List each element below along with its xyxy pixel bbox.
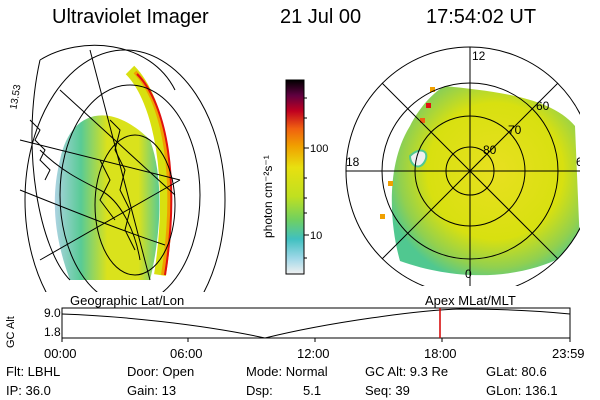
- geographic-image: 13.53: [8, 44, 226, 292]
- altitude-plot: 9.0 1.8 GC Alt: [5, 306, 571, 348]
- left-map-edge-label: 13.53: [8, 83, 23, 110]
- colorbar-unit-label: photon cm⁻²s⁻¹: [261, 155, 275, 238]
- time-label: 17:54:02 UT: [426, 6, 537, 28]
- alt-tick-9: 9.0: [44, 306, 61, 320]
- mlat-label-80: 80: [483, 143, 497, 157]
- info-mode: Mode: Normal: [246, 364, 328, 379]
- mlt-label-0: 0: [465, 267, 472, 281]
- colorbar-tick-10: 10: [310, 230, 322, 242]
- mlt-label-18: 18: [346, 155, 360, 169]
- info-door: Door: Open: [127, 364, 195, 379]
- mlat-label-70: 70: [508, 123, 522, 137]
- mlt-label-6: 6: [576, 155, 580, 169]
- info-glat: GLat: 80.6: [486, 364, 547, 379]
- time-tick-0600: 06:00: [170, 346, 203, 361]
- info-dsp-label: Dsp:: [246, 383, 273, 398]
- info-gc-alt: GC Alt: 9.3 Re: [365, 364, 449, 379]
- info-ip: IP: 36.0: [6, 383, 51, 398]
- alt-tick-1-8: 1.8: [44, 325, 61, 339]
- time-tick-1200: 12:00: [297, 346, 330, 361]
- time-tick-0000: 00:00: [44, 346, 77, 361]
- mlat-label-60: 60: [536, 99, 550, 113]
- left-map-label: Geographic Lat/Lon: [70, 293, 185, 308]
- polar-map-label: Apex MLat/MLT: [425, 293, 516, 308]
- info-flt: Flt: LBHL: [6, 364, 61, 379]
- time-tick-2359: 23:59: [552, 346, 585, 361]
- info-gain: Gain: 13: [127, 383, 177, 398]
- instrument-title: Ultraviolet Imager: [52, 6, 209, 28]
- time-tick-1800: 18:00: [424, 346, 457, 361]
- info-seq: Seq: 39: [365, 383, 410, 398]
- date-label: 21 Jul 00: [280, 6, 362, 28]
- colorbar-tick-100: 100: [310, 143, 328, 155]
- colorbar: 100 10 photon cm⁻²s⁻¹: [261, 79, 328, 275]
- mlt-label-12: 12: [472, 49, 486, 63]
- info-dsp-value: 5.1: [303, 383, 322, 398]
- alt-axis-label: GC Alt: [5, 316, 17, 348]
- info-glon: GLon: 136.1: [486, 383, 558, 398]
- polar-mlt-plot: 12 18 6 0 60 70 80: [345, 46, 580, 286]
